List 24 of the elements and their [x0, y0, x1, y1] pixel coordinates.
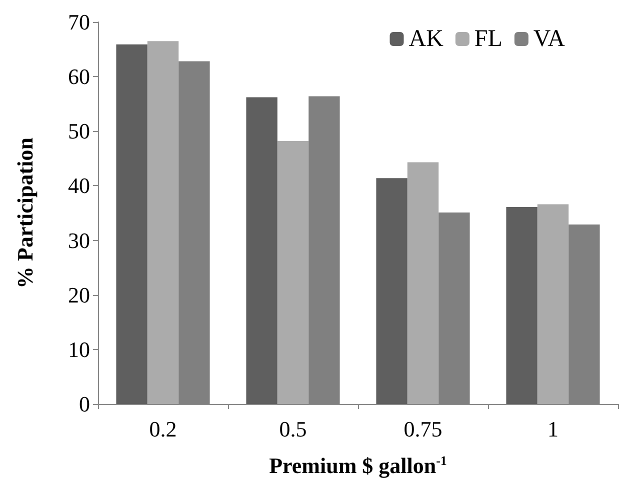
y-tick-label: 70: [68, 10, 90, 34]
bar: [376, 178, 408, 404]
y-tick-label: 40: [68, 173, 90, 198]
x-tick-label: 0.2: [149, 416, 177, 442]
y-tick-label: 50: [68, 118, 90, 144]
x-tick-label: 0.75: [404, 416, 442, 442]
legend-label: FL: [474, 26, 502, 52]
legend-label: AK: [408, 26, 444, 52]
y-tick-label: 20: [68, 282, 90, 308]
y-tick-label: 30: [68, 228, 90, 253]
bar: [147, 41, 179, 404]
bar: [246, 97, 278, 404]
bar: [116, 44, 148, 404]
y-tick-label: 0: [79, 392, 90, 416]
bar: [407, 162, 439, 404]
y-axis-title: % Participation: [12, 138, 38, 288]
x-tick-label: 1: [548, 416, 558, 442]
x-tick-label: 0.5: [279, 416, 307, 442]
bar: [277, 140, 309, 404]
bar: [506, 206, 538, 404]
bar: [537, 204, 569, 404]
y-tick-label: 60: [68, 64, 90, 90]
legend-label: VA: [533, 26, 566, 52]
y-tick-label: 10: [68, 336, 90, 362]
